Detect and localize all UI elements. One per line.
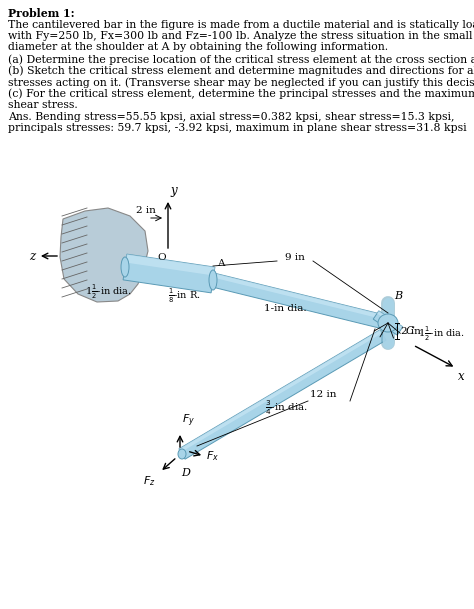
Text: 2 in: 2 in xyxy=(136,206,156,215)
Text: (c) For the critical stress element, determine the principal stresses and the ma: (c) For the critical stress element, det… xyxy=(8,88,474,99)
Text: (a) Determine the precise location of the critical stress element at the cross s: (a) Determine the precise location of th… xyxy=(8,54,474,65)
Text: $F_y$: $F_y$ xyxy=(182,413,195,429)
Text: 2 in: 2 in xyxy=(401,326,421,336)
Text: B: B xyxy=(394,291,402,301)
Text: shear stress.: shear stress. xyxy=(8,100,78,110)
Text: The cantilevered bar in the figure is made from a ductile material and is static: The cantilevered bar in the figure is ma… xyxy=(8,19,474,29)
Text: O: O xyxy=(158,253,166,262)
Text: C: C xyxy=(406,326,414,336)
Text: principals stresses: 59.7 kpsi, -3.92 kpsi, maximum in plane shear stress=31.8 k: principals stresses: 59.7 kpsi, -3.92 kp… xyxy=(8,123,466,133)
Polygon shape xyxy=(214,273,390,320)
Polygon shape xyxy=(126,254,215,275)
Text: $F_x$: $F_x$ xyxy=(206,449,219,463)
Ellipse shape xyxy=(378,314,398,332)
Text: x: x xyxy=(458,370,465,383)
Text: Ans. Bending stress=55.55 kpsi, axial stress=0.382 kpsi, shear stress=15.3 kpsi,: Ans. Bending stress=55.55 kpsi, axial st… xyxy=(8,111,455,122)
Polygon shape xyxy=(60,208,148,302)
Text: A: A xyxy=(217,259,225,268)
Text: D: D xyxy=(182,468,191,478)
Text: 1$\frac{1}{2}$-in dia.: 1$\frac{1}{2}$-in dia. xyxy=(418,325,465,343)
Text: 1-in dia.: 1-in dia. xyxy=(264,304,306,313)
Text: $\frac{3}{4}$-in dia.: $\frac{3}{4}$-in dia. xyxy=(265,398,308,417)
Text: stresses acting on it. (Transverse shear may be neglected if you can justify thi: stresses acting on it. (Transverse shear… xyxy=(8,77,474,88)
Ellipse shape xyxy=(121,257,129,277)
Text: z: z xyxy=(29,250,35,262)
Text: y: y xyxy=(170,184,177,197)
Polygon shape xyxy=(373,311,403,335)
Ellipse shape xyxy=(385,316,391,330)
Text: 9 in: 9 in xyxy=(285,253,305,262)
Ellipse shape xyxy=(178,449,186,459)
Polygon shape xyxy=(179,330,386,459)
Polygon shape xyxy=(211,273,390,330)
Text: $\frac{1}{8}$-in R.: $\frac{1}{8}$-in R. xyxy=(168,287,201,305)
Polygon shape xyxy=(377,311,403,329)
Text: Problem 1:: Problem 1: xyxy=(8,8,74,19)
Ellipse shape xyxy=(209,270,217,290)
Text: with Fy=250 lb, Fx=300 lb and Fz=-100 lb. Analyze the stress situation in the sm: with Fy=250 lb, Fx=300 lb and Fz=-100 lb… xyxy=(8,31,473,41)
Polygon shape xyxy=(123,254,215,293)
Text: (b) Sketch the critical stress element and determine magnitudes and directions f: (b) Sketch the critical stress element a… xyxy=(8,66,474,76)
Text: diameter at the shoulder at A by obtaining the following information.: diameter at the shoulder at A by obtaini… xyxy=(8,43,388,52)
Polygon shape xyxy=(179,330,382,452)
Text: 1$\frac{1}{2}$-in dia.: 1$\frac{1}{2}$-in dia. xyxy=(85,283,132,301)
Text: $F_z$: $F_z$ xyxy=(144,474,156,488)
Text: 12 in: 12 in xyxy=(310,390,337,399)
